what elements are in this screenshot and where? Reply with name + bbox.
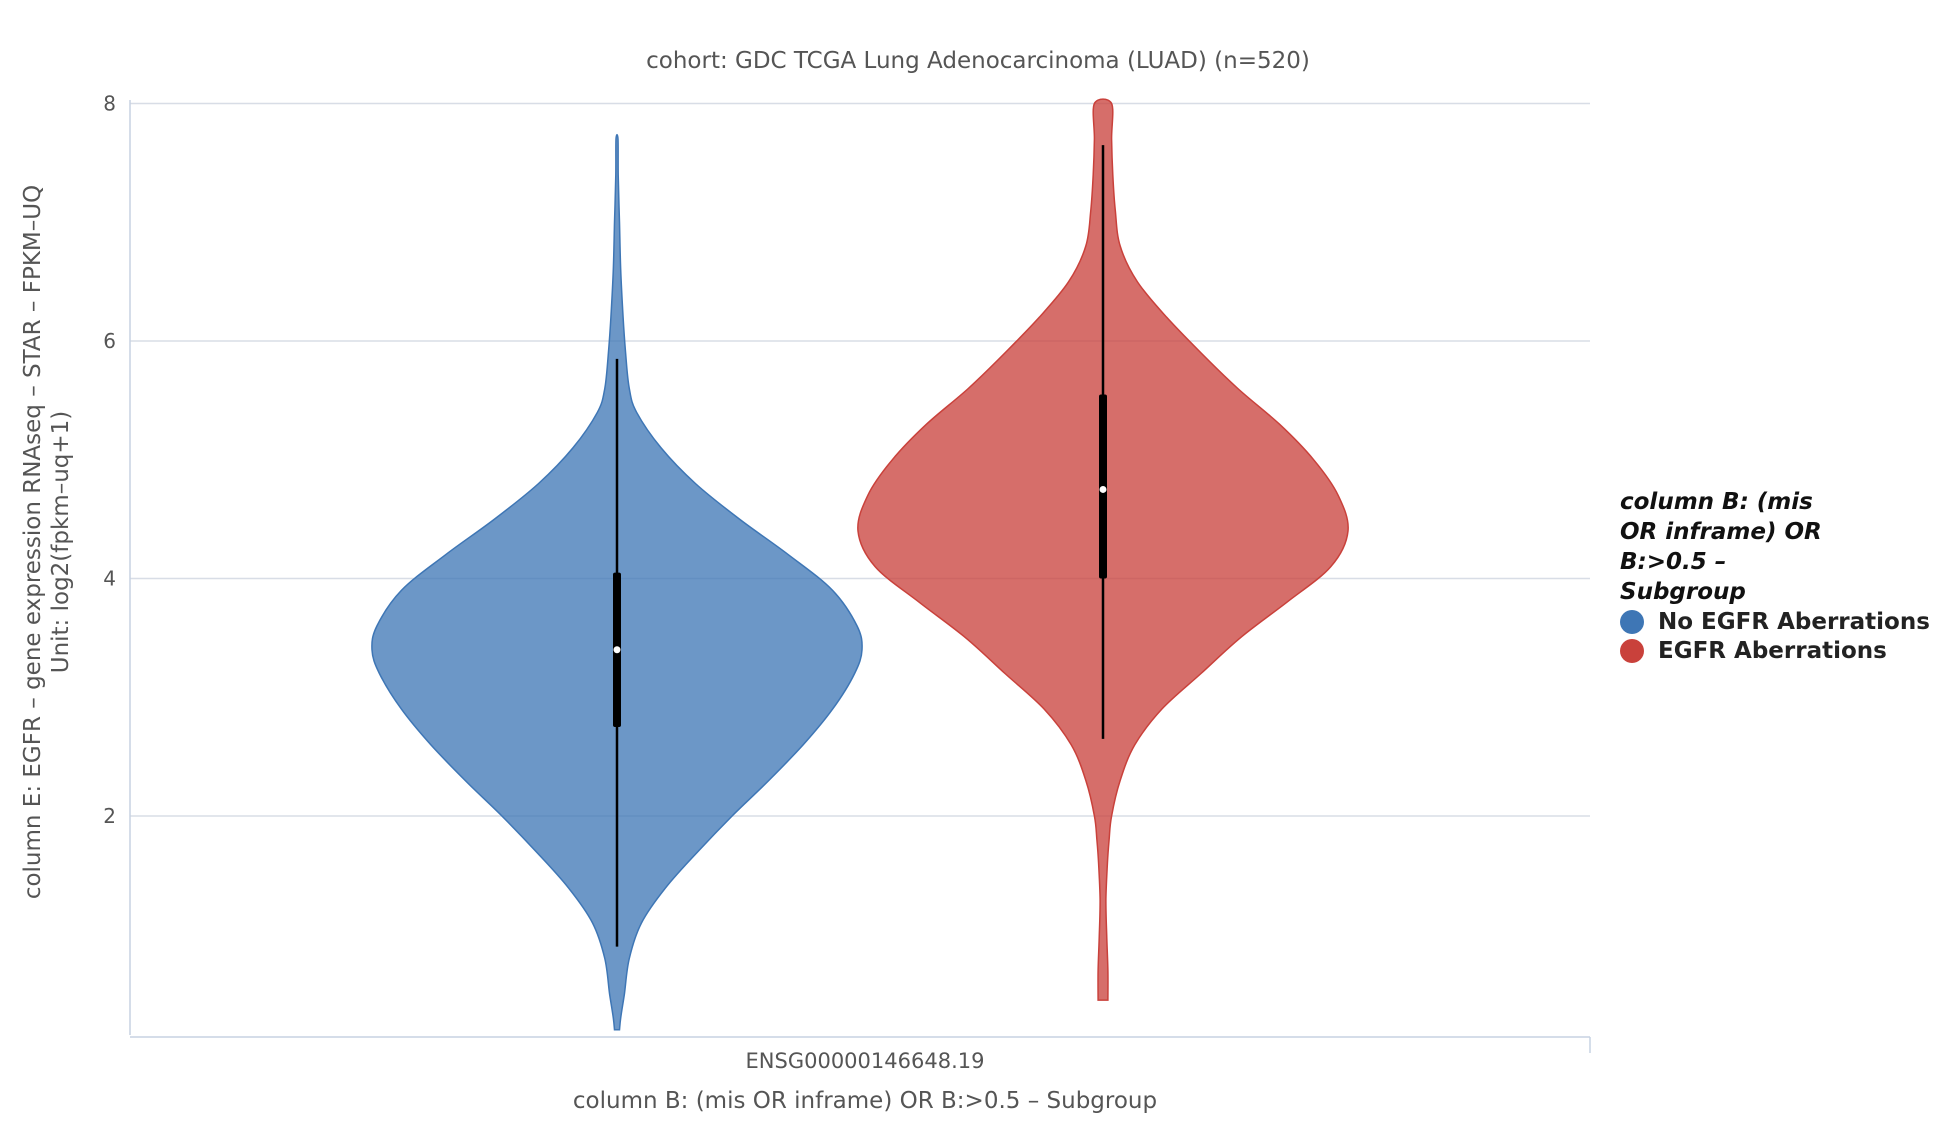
y-axis-label-group: column E: EGFR – gene expression RNAseq … [20,185,74,899]
y-axis-label: column E: EGFR – gene expression RNAseq … [20,185,46,899]
y-tick-label: 2 [103,804,116,828]
legend-item-egfr[interactable]: EGFR Aberrations [1620,636,1950,665]
axes: 2 4 6 8 [103,92,1591,1053]
legend-label: No EGFR Aberrations [1658,608,1930,635]
legend-dot-icon [1620,609,1644,634]
violin-no-egfr-aberrations[interactable] [371,133,863,1031]
y-tick-label: 6 [103,329,116,353]
y-tick-label: 8 [103,92,116,116]
y-tick-label: 4 [103,567,116,591]
legend-label: EGFR Aberrations [1658,637,1887,664]
legend-dot-icon [1620,638,1644,663]
violins [371,98,1349,1031]
legend: column B: (mis OR inframe) OR B:>0.5 – S… [1620,487,1950,665]
violin-egfr-aberrations[interactable] [857,98,1349,1001]
legend-item-no-egfr[interactable]: No EGFR Aberrations [1620,607,1950,636]
median-point [613,646,621,654]
x-tick-label: ENSG00000146648.19 [746,1049,985,1073]
median-point [1099,485,1107,493]
y-axis-unit-label: Unit: log2(fpkm–uq+1) [48,411,74,674]
chart-title: cohort: GDC TCGA Lung Adenocarcinoma (LU… [646,48,1310,74]
legend-title: column B: (mis OR inframe) OR B:>0.5 – S… [1620,489,1822,605]
gridlines [130,102,1590,817]
x-axis-label: column B: (mis OR inframe) OR B:>0.5 – S… [573,1088,1157,1114]
